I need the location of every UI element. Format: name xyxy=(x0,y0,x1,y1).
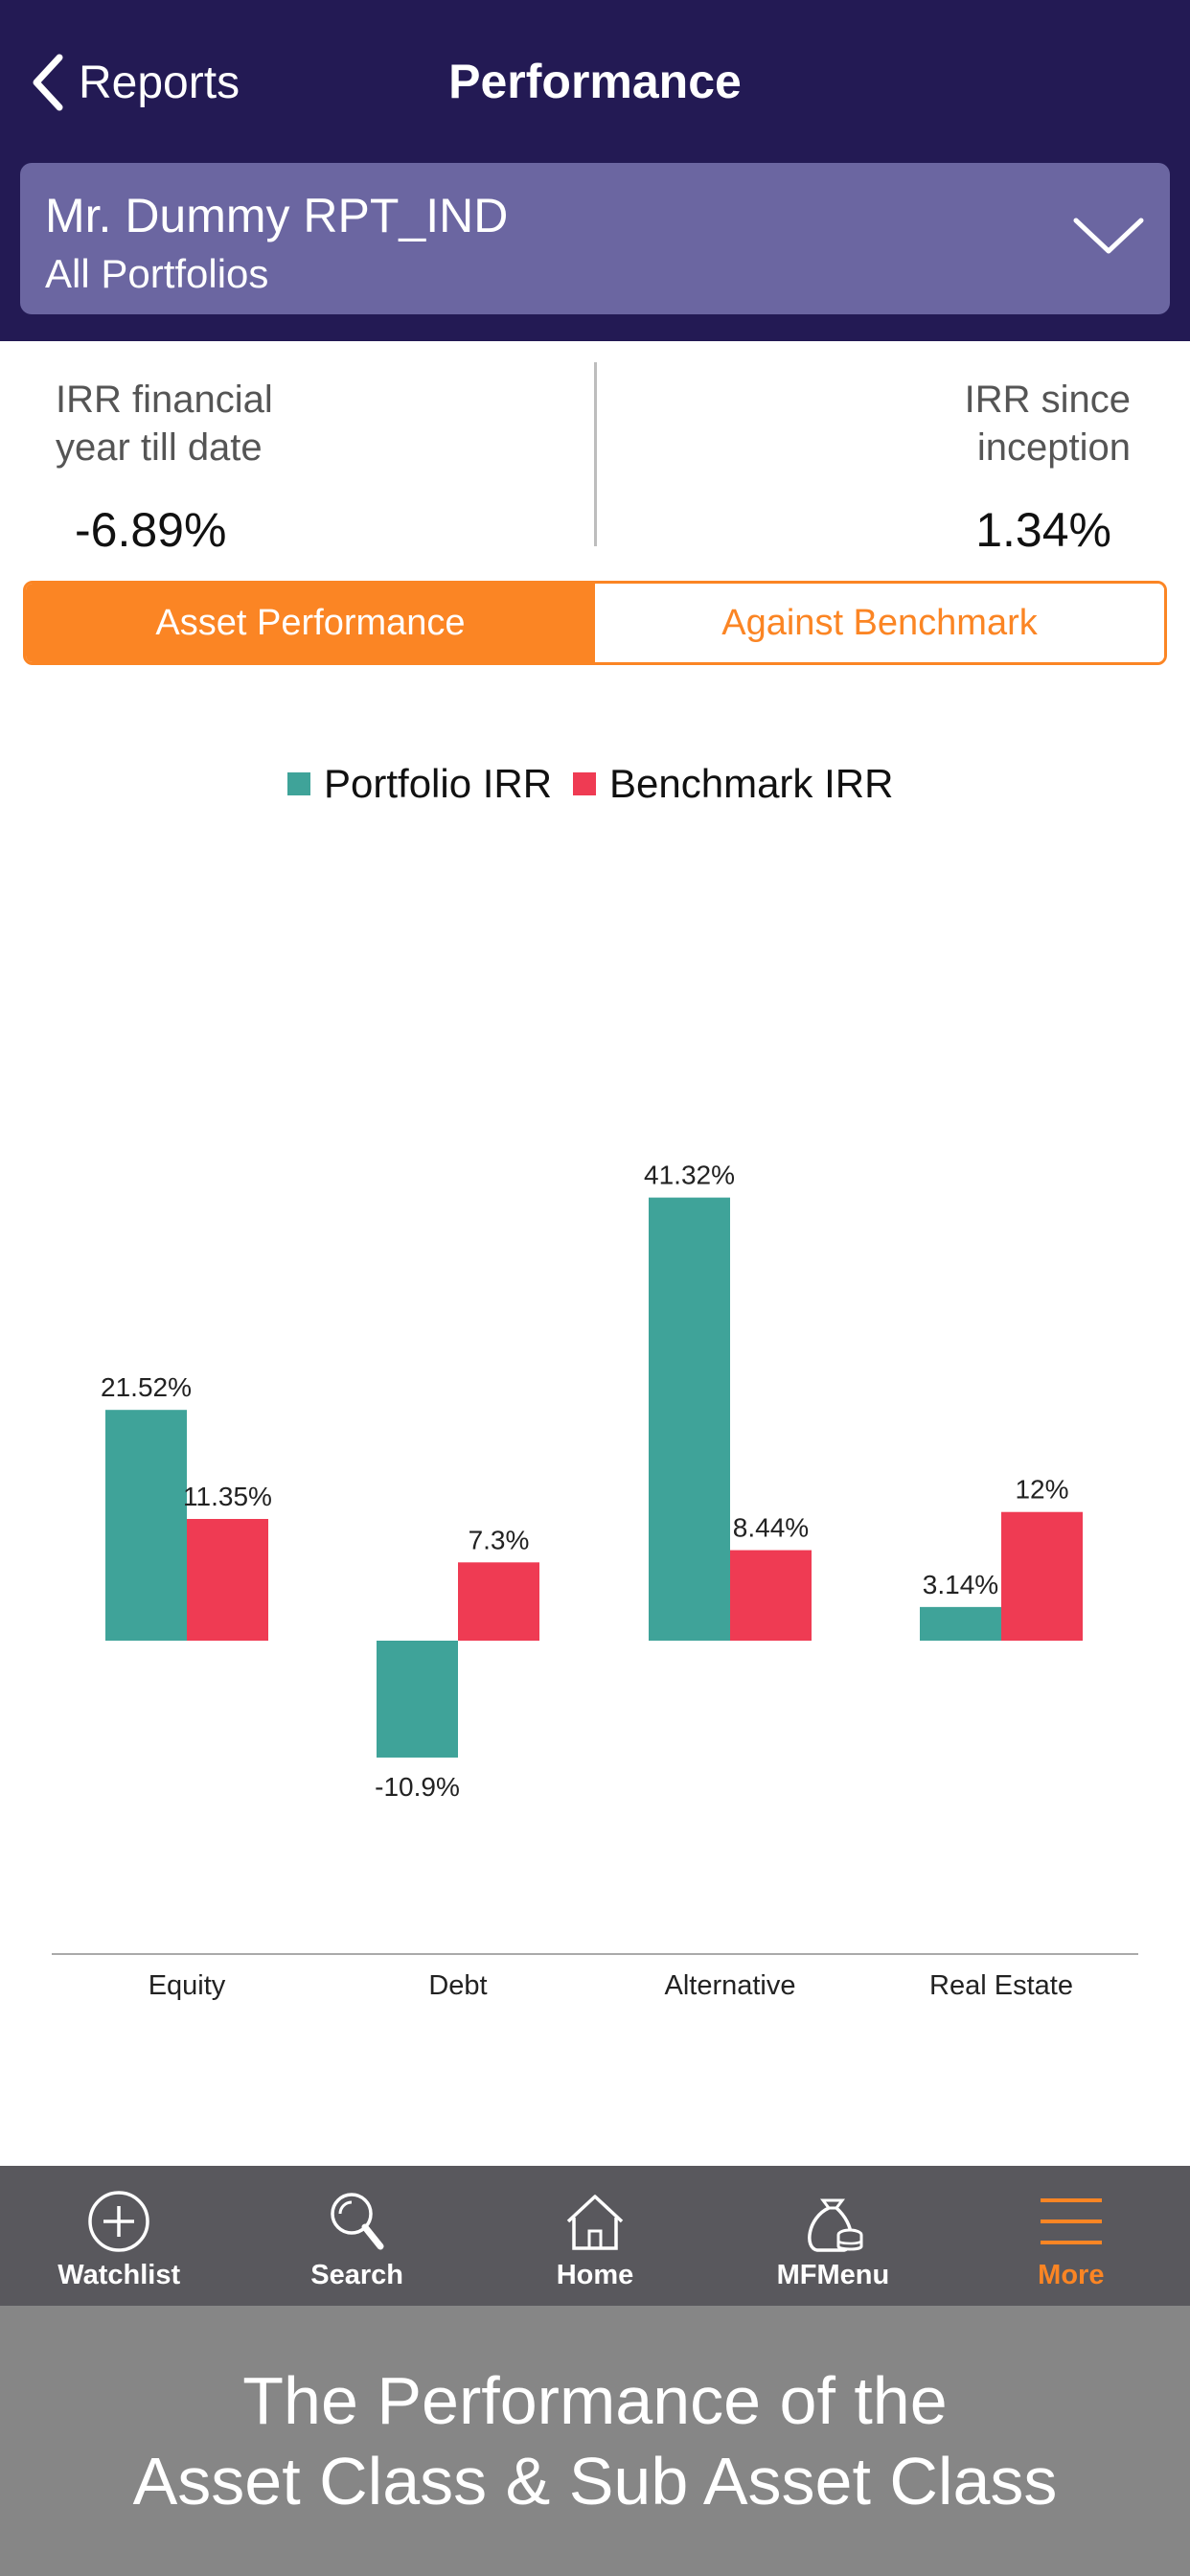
client-name: Mr. Dummy RPT_IND xyxy=(45,189,509,242)
bottom-tab-bar: Watchlist Search Home MFMenu xyxy=(0,2166,1190,2306)
legend-swatch-benchmark-irr xyxy=(573,772,596,795)
x-tick-label-equity: Equity xyxy=(149,1970,226,2001)
data-label-portfolio-irr-real-estate: 3.14% xyxy=(923,1570,998,1599)
bar-benchmark-irr-debt xyxy=(458,1562,539,1641)
data-label-benchmark-irr-debt: 7.3% xyxy=(469,1525,530,1554)
irr-ytd-value: -6.89% xyxy=(75,503,227,557)
bar-benchmark-irr-alternative xyxy=(730,1550,812,1641)
bar-portfolio-irr-debt xyxy=(377,1641,458,1758)
x-tick-label-alternative: Alternative xyxy=(664,1970,795,2001)
x-tick-label-debt: Debt xyxy=(428,1970,487,2001)
irr-ytd-label-line1: IRR financial xyxy=(56,379,273,421)
x-tick-label-real-estate: Real Estate xyxy=(929,1970,1073,2001)
promo-caption: The Performance of the Asset Class & Sub… xyxy=(0,2306,1190,2576)
performance-segment-control: Asset Performance Against Benchmark xyxy=(23,581,1167,665)
irr-inception-label-line1: IRR since xyxy=(964,379,1131,421)
data-label-portfolio-irr-alternative: 41.32% xyxy=(644,1161,735,1190)
irr-inception-label-line2: inception xyxy=(976,426,1131,469)
tab-home[interactable]: Home xyxy=(476,2166,714,2306)
tab-against-benchmark[interactable]: Against Benchmark xyxy=(595,584,1164,662)
tab-mfmenu-label: MFMenu xyxy=(776,2260,890,2290)
tab-more-label: More xyxy=(1038,2260,1105,2290)
back-button[interactable]: Reports xyxy=(29,42,240,123)
menu-icon xyxy=(1040,2198,1102,2244)
irr-ytd-label: IRR financial year till date xyxy=(56,376,273,472)
legend-label-portfolio-irr: Portfolio IRR xyxy=(324,761,552,806)
money-bag-icon xyxy=(808,2198,863,2252)
legend-label-benchmark-irr: Benchmark IRR xyxy=(609,761,893,806)
caption-line-1: The Performance of the xyxy=(242,2363,948,2438)
search-icon xyxy=(330,2193,384,2250)
plus-circle-icon xyxy=(88,2191,149,2252)
data-label-benchmark-irr-alternative: 8.44% xyxy=(733,1513,809,1543)
bar-portfolio-irr-equity xyxy=(105,1410,187,1641)
legend-swatch-portfolio-irr xyxy=(287,772,310,795)
irr-inception-value: 1.34% xyxy=(975,503,1111,557)
data-label-benchmark-irr-equity: 11.35% xyxy=(183,1482,272,1511)
portfolio-selector[interactable]: Mr. Dummy RPT_IND All Portfolios xyxy=(20,163,1170,314)
bar-portfolio-irr-real-estate xyxy=(920,1606,1001,1641)
asset-performance-chart: Portfolio IRR Benchmark IRR 21.52% 11.35% Eq… xyxy=(52,761,1138,2001)
tab-more[interactable]: More xyxy=(952,2166,1190,2306)
data-label-portfolio-irr-equity: 21.52% xyxy=(101,1372,192,1402)
tab-home-label: Home xyxy=(556,2260,634,2290)
bar-benchmark-irr-real-estate xyxy=(1001,1511,1083,1641)
bar-portfolio-irr-alternative xyxy=(649,1197,730,1641)
tab-mfmenu[interactable]: MFMenu xyxy=(714,2166,951,2306)
bar-benchmark-irr-equity xyxy=(187,1518,268,1641)
data-label-benchmark-irr-real-estate: 12% xyxy=(1015,1475,1068,1505)
irr-inception-label: IRR since inception xyxy=(965,376,1131,472)
tab-watchlist-label: Watchlist xyxy=(57,2260,181,2290)
back-label: Reports xyxy=(79,57,240,108)
data-label-portfolio-irr-debt: -10.9% xyxy=(375,1772,460,1802)
tab-search[interactable]: Search xyxy=(238,2166,475,2306)
home-icon xyxy=(566,2195,624,2250)
irr-ytd-label-line2: year till date xyxy=(56,426,263,469)
tab-asset-performance[interactable]: Asset Performance xyxy=(26,584,595,662)
chevron-down-icon xyxy=(1073,218,1144,254)
caption-line-2: Asset Class & Sub Asset Class xyxy=(132,2444,1058,2518)
portfolio-name: All Portfolios xyxy=(45,251,269,296)
header-bar: Reports Performance Mr. Dummy RPT_IND Al… xyxy=(0,0,1190,341)
tab-search-label: Search xyxy=(310,2260,403,2290)
chevron-left-icon xyxy=(33,54,63,111)
irr-divider xyxy=(594,362,597,546)
tab-watchlist[interactable]: Watchlist xyxy=(0,2166,238,2306)
